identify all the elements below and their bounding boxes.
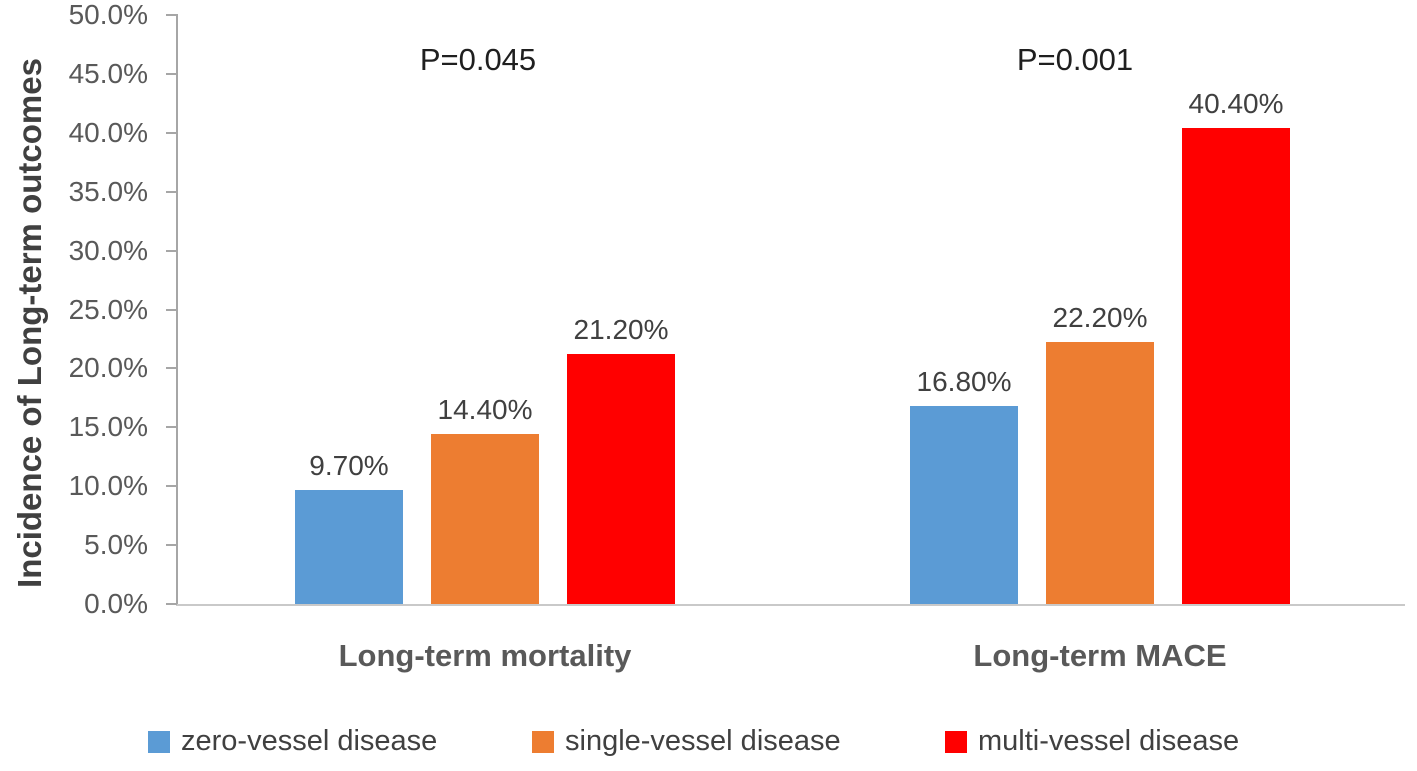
bar-slot: 40.40%: [1182, 15, 1290, 604]
y-tick-label: 40.0%: [68, 116, 148, 148]
bar-group: 9.70% 14.40% 21.20%: [295, 15, 675, 604]
legend-swatch-icon: [532, 730, 554, 753]
y-tick-label: 15.0%: [68, 411, 148, 443]
bar-slot: 22.20%: [1046, 15, 1154, 604]
bar-slot: 21.20%: [567, 15, 675, 604]
bar-value-label: 9.70%: [309, 449, 389, 481]
legend-item: single-vessel disease: [532, 725, 841, 758]
y-tick-mark: [166, 190, 177, 193]
bar: [1046, 342, 1154, 604]
y-tick-mark: [166, 367, 177, 370]
p-value-label: P=0.001: [1016, 42, 1134, 77]
legend-label: single-vessel disease: [565, 725, 841, 757]
bar-group: 16.80% 22.20% 40.40%: [910, 15, 1290, 604]
y-tick-mark: [166, 308, 177, 311]
y-tick-mark: [166, 426, 177, 429]
legend-swatch-icon: [945, 730, 967, 753]
legend-item: multi-vessel disease: [945, 725, 1239, 758]
bar-value-label: 14.40%: [437, 394, 533, 426]
bar-slot: 14.40%: [431, 15, 539, 604]
y-tick-label: 10.0%: [68, 470, 148, 502]
legend-swatch-icon: [148, 730, 170, 753]
y-tick-mark: [166, 603, 177, 605]
bar-value-label: 22.20%: [1052, 302, 1148, 334]
y-tick-mark: [166, 485, 177, 488]
y-tick-mark: [166, 544, 177, 547]
category-label: Long-term mortality: [338, 638, 632, 673]
y-tick-mark: [166, 131, 177, 134]
legend-label: zero-vessel disease: [181, 725, 438, 757]
bar-slot: 9.70%: [295, 15, 403, 604]
y-tick-label: 50.0%: [68, 0, 148, 30]
bar-value-label: 16.80%: [916, 366, 1012, 398]
y-tick-mark: [166, 14, 177, 16]
y-tick-mark: [166, 72, 177, 75]
x-axis-line: [176, 604, 1405, 606]
y-tick-label: 45.0%: [68, 57, 148, 89]
bar: [567, 354, 675, 604]
y-tick-label: 25.0%: [68, 293, 148, 325]
y-tick-label: 30.0%: [68, 234, 148, 266]
y-tick-label: 0.0%: [84, 588, 148, 619]
legend-label: multi-vessel disease: [978, 725, 1240, 757]
bar: [295, 489, 403, 604]
y-axis-line: [176, 14, 178, 606]
category-label: Long-term MACE: [973, 638, 1227, 673]
legend-item: zero-vessel disease: [148, 725, 437, 758]
bar: [1182, 128, 1290, 604]
p-value-label: P=0.045: [419, 42, 537, 77]
y-tick-label: 35.0%: [68, 175, 148, 207]
bar-value-label: 40.40%: [1188, 88, 1284, 120]
bar-value-label: 21.20%: [573, 314, 669, 346]
y-tick-label: 5.0%: [84, 529, 148, 561]
y-tick-label: 20.0%: [68, 352, 148, 384]
bar: [431, 434, 539, 604]
bar-slot: 16.80%: [910, 15, 1018, 604]
y-tick-mark: [166, 249, 177, 252]
bar: [910, 406, 1018, 604]
